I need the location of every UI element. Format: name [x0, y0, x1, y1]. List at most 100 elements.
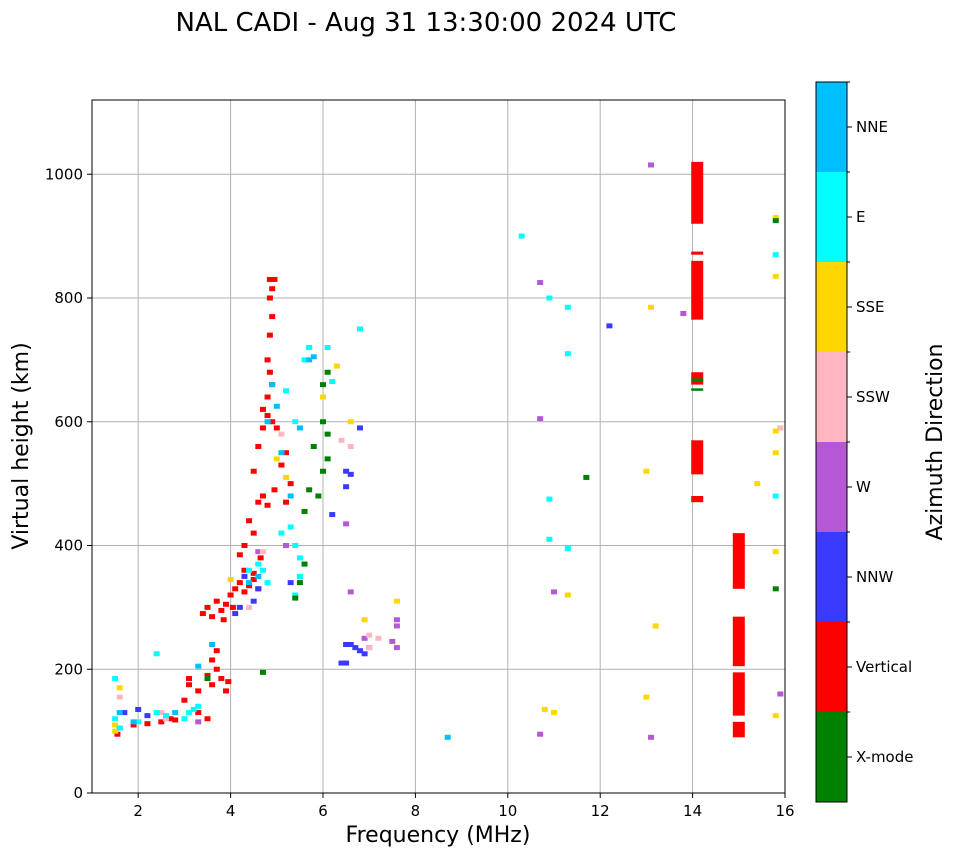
y-tick-label: 0: [73, 784, 83, 802]
data-point: [186, 710, 193, 716]
data-point: [352, 645, 359, 651]
data-point: [564, 592, 571, 598]
x-tick-label: 10: [498, 802, 517, 820]
colorbar-frame: [815, 81, 848, 803]
series-nnw: [121, 323, 613, 719]
data-point: [292, 419, 299, 425]
y-tick-label: 800: [54, 289, 83, 307]
data-point: [116, 685, 123, 691]
data-point: [772, 549, 779, 555]
data-point: [266, 369, 273, 375]
x-axis-label: Frequency (MHz): [346, 823, 531, 848]
data-point: [648, 162, 655, 168]
data-point: [680, 310, 687, 316]
echo-band: [691, 260, 704, 320]
data-point: [343, 484, 350, 490]
data-point: [241, 543, 248, 548]
data-point: [116, 710, 123, 716]
data-point: [643, 694, 650, 700]
colorbar-label-w: W: [856, 478, 871, 496]
data-point: [264, 413, 271, 419]
data-point: [246, 604, 253, 610]
data-point: [264, 502, 271, 508]
data-point: [199, 611, 206, 617]
data-point: [255, 561, 262, 567]
data-point: [356, 648, 363, 654]
colorbar-swatch-nne: [816, 82, 847, 172]
data-point: [772, 493, 779, 499]
data-point: [250, 530, 257, 536]
data-point: [278, 431, 285, 437]
data-point: [186, 682, 193, 688]
data-marks: [112, 161, 784, 740]
data-point: [301, 561, 308, 567]
x-tick-label: 16: [775, 802, 794, 820]
colorbar-swatch-vertical: [816, 622, 847, 712]
grid-lines: [92, 100, 785, 793]
data-point: [278, 530, 285, 536]
data-point: [241, 589, 248, 595]
data-point: [310, 354, 317, 360]
data-point: [393, 617, 400, 623]
axis-ticks: 2 4 6 8 10 12 14 16 0 200 400 600 800 1000: [45, 165, 795, 820]
data-point: [343, 660, 350, 666]
x-tick-label: 12: [591, 802, 610, 820]
data-point: [209, 642, 216, 647]
data-point: [389, 638, 396, 644]
data-point: [259, 567, 266, 573]
data-point: [172, 717, 179, 723]
data-point: [273, 403, 280, 409]
data-point: [356, 326, 363, 332]
data-point: [537, 416, 544, 422]
data-point: [153, 710, 160, 716]
data-point: [324, 345, 331, 350]
data-point: [255, 499, 262, 505]
data-point: [361, 635, 368, 641]
data-point: [772, 252, 779, 258]
data-point: [236, 552, 243, 558]
data-point: [264, 357, 271, 363]
data-point: [144, 713, 151, 719]
data-point: [114, 731, 121, 737]
data-point: [292, 595, 299, 601]
data-point: [255, 444, 262, 449]
data-point: [271, 276, 278, 282]
data-point: [229, 604, 236, 610]
colorbar-label-ssw: SSW: [856, 388, 890, 406]
data-point: [153, 651, 160, 657]
data-point: [158, 710, 165, 716]
x-tick-label: 4: [226, 802, 236, 820]
data-point: [444, 734, 451, 740]
data-point: [264, 419, 271, 425]
x-tick-label: 2: [133, 802, 143, 820]
data-point: [222, 601, 229, 607]
colorbar: X-mode Vertical NNW W SSW SSE E NNE: [815, 81, 913, 803]
colorbar-swatch-nnw: [816, 532, 847, 622]
data-point: [283, 388, 290, 394]
data-point: [271, 487, 278, 493]
data-point: [306, 345, 313, 350]
data-point: [218, 676, 225, 682]
data-point: [186, 676, 193, 682]
data-point: [209, 614, 216, 620]
data-point: [343, 521, 350, 527]
data-point: [333, 363, 340, 369]
data-point: [546, 496, 553, 502]
data-point: [347, 471, 354, 477]
colorbar-label-nne: NNE: [856, 118, 888, 136]
data-point: [259, 493, 266, 499]
data-point: [246, 518, 253, 524]
series-w: [195, 162, 784, 740]
series-sse: [112, 215, 779, 734]
colorbar-label-vertical: Vertical: [856, 658, 912, 676]
data-point: [643, 468, 650, 474]
data-point: [777, 425, 784, 431]
data-point: [320, 419, 326, 425]
data-point: [361, 651, 368, 657]
data-point: [225, 679, 232, 685]
data-point: [361, 617, 368, 623]
data-point: [306, 357, 313, 363]
data-point: [259, 425, 266, 431]
data-point: [144, 721, 151, 727]
data-point: [375, 635, 382, 641]
